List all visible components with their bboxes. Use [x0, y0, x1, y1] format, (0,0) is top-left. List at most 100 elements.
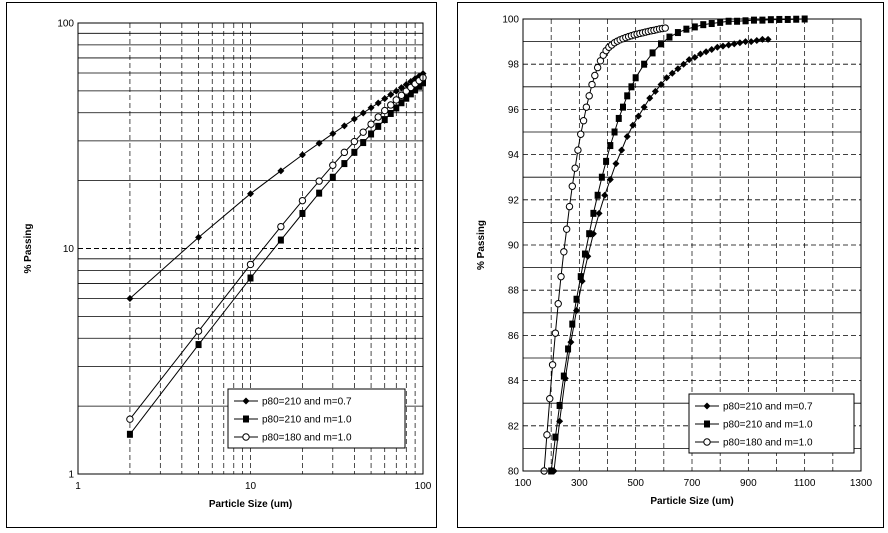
data-point: [590, 209, 597, 217]
data-point: [126, 430, 133, 438]
data-point: [674, 29, 681, 37]
data-point: [556, 401, 563, 409]
data-point: [387, 101, 395, 109]
data-point: [560, 248, 568, 256]
data-point: [612, 160, 620, 168]
data-point: [247, 274, 254, 282]
data-point: [195, 233, 203, 241]
data-point: [367, 104, 375, 112]
data-point: [381, 116, 388, 124]
y-axis-title: % Passing: [23, 223, 34, 273]
data-point: [607, 142, 614, 150]
data-point: [329, 161, 337, 169]
legend-label: p80=210 and m=1.0: [262, 415, 352, 426]
data-point: [641, 60, 648, 68]
data-point: [277, 167, 285, 175]
data-point: [708, 20, 715, 28]
data-point: [632, 74, 639, 82]
data-point: [416, 82, 423, 90]
data-point: [595, 209, 603, 217]
x-tick-label: 500: [627, 478, 644, 489]
data-point: [562, 225, 571, 233]
data-point: [298, 151, 306, 159]
data-point: [666, 33, 673, 41]
data-point: [398, 99, 405, 107]
data-point: [640, 103, 648, 111]
data-point: [359, 128, 367, 136]
data-point: [195, 341, 202, 349]
data-point: [359, 109, 367, 117]
data-point: [734, 17, 741, 25]
data-point: [634, 112, 642, 120]
data-point: [194, 327, 203, 335]
legend-marker: [242, 433, 250, 441]
data-point: [582, 103, 591, 111]
data-point: [560, 372, 567, 380]
data-point: [594, 191, 601, 199]
legend-marker: [704, 420, 710, 428]
x-axis-title: Particle Size (um): [650, 496, 733, 507]
data-point: [557, 272, 565, 281]
data-point: [702, 48, 710, 56]
series-1: [550, 35, 772, 475]
data-point: [725, 41, 733, 49]
data-point: [759, 16, 766, 24]
data-point: [623, 133, 631, 141]
y-tick-label: 10: [63, 244, 75, 255]
data-point: [126, 295, 134, 303]
data-point: [725, 17, 732, 25]
data-point: [397, 91, 406, 99]
data-point: [601, 191, 609, 199]
data-point: [606, 175, 614, 183]
legend-item: p80=180 and m=1.0: [234, 433, 352, 444]
data-point: [708, 46, 716, 54]
data-point: [367, 120, 375, 128]
data-point: [552, 433, 559, 441]
data-point: [387, 109, 394, 117]
legend-item: p80=210 and m=1.0: [234, 415, 352, 426]
legend-marker: [703, 438, 711, 446]
x-tick-label: 700: [684, 478, 701, 489]
data-point: [596, 57, 605, 65]
x-tick-label: 900: [740, 478, 757, 489]
data-point: [387, 91, 395, 99]
legend-marker: [243, 415, 249, 423]
data-point: [736, 39, 744, 47]
y-tick-label: 86: [508, 331, 520, 342]
x-tick-label: 100: [515, 478, 532, 489]
data-point: [298, 196, 307, 205]
data-point: [360, 139, 367, 147]
y-tick-label: 92: [508, 195, 520, 206]
data-point: [742, 17, 749, 25]
data-point: [730, 40, 738, 48]
data-point: [649, 49, 656, 57]
data-point: [392, 87, 400, 95]
data-point: [340, 148, 349, 157]
data-point: [350, 115, 358, 123]
data-point: [764, 35, 772, 43]
y-tick-label: 1: [68, 470, 74, 481]
legend-label: p80=210 and m=1.0: [723, 420, 813, 431]
data-point: [611, 128, 618, 136]
data-point: [412, 86, 419, 94]
y-tick-label: 88: [508, 286, 520, 297]
data-point: [651, 87, 659, 95]
data-point: [567, 338, 575, 346]
data-point: [351, 148, 358, 156]
data-point: [277, 222, 285, 231]
data-point: [551, 329, 560, 337]
data-point: [657, 81, 665, 89]
data-point: [574, 146, 582, 154]
y-tick-label: 90: [508, 241, 520, 252]
data-point: [598, 173, 605, 181]
chart-panel-right: 100 300 500 700 900 1100 1300 80 82 84 86 88 90 92 94 9…: [457, 2, 884, 528]
data-point: [674, 65, 682, 73]
data-point: [299, 209, 306, 217]
data-point: [719, 42, 727, 50]
data-point: [683, 25, 690, 33]
data-point: [668, 69, 676, 77]
data-point: [548, 361, 557, 369]
data-point: [277, 236, 284, 244]
data-point: [350, 137, 359, 146]
data-point: [685, 56, 693, 64]
